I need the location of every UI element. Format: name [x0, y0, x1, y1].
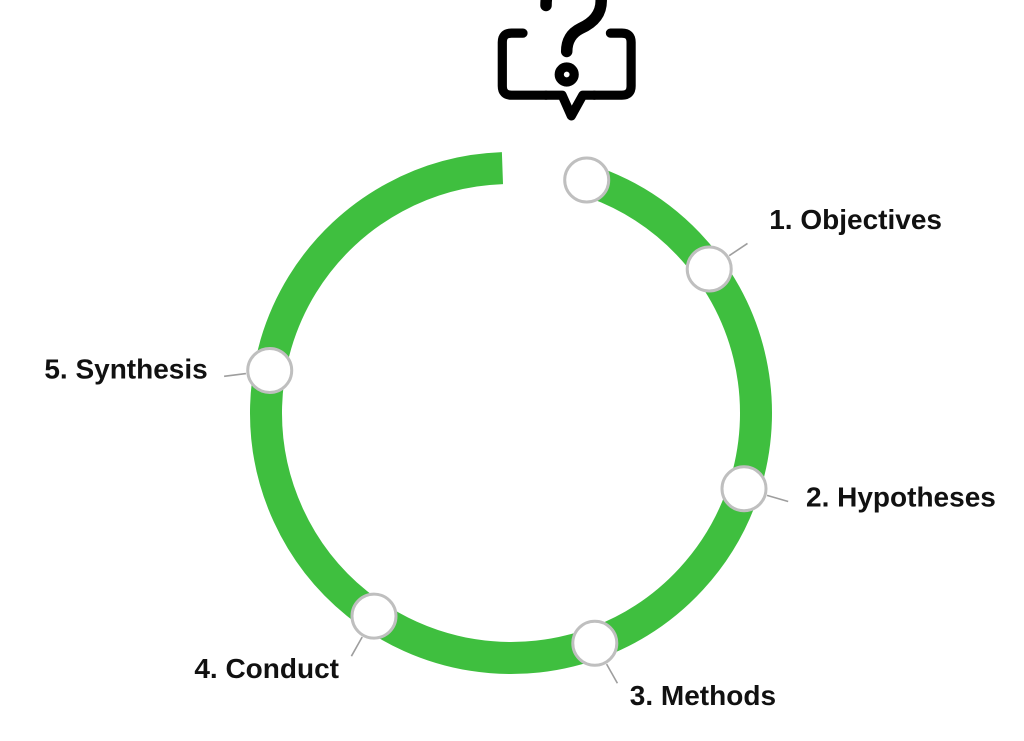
leader-line: [607, 664, 618, 683]
step-label-n2: 2. Hypotheses: [806, 482, 996, 513]
step-node-n4: [352, 594, 396, 638]
leader-line: [767, 495, 788, 501]
cycle-ring: [266, 168, 756, 658]
question-bubble-icon: [502, 0, 631, 116]
step-node-n0: [565, 158, 609, 202]
step-label-n4: 4. Conduct: [194, 653, 339, 684]
cycle-diagram: 1. Objectives 2. Hypotheses 3. Methods 4. C…: [0, 0, 1024, 741]
leader-line: [729, 243, 747, 255]
step-label-n1: 1. Objectives: [769, 204, 942, 235]
step-node-n2: [722, 467, 766, 511]
leader-line: [351, 637, 362, 656]
step-node-n1: [687, 247, 731, 291]
leader-line: [224, 374, 246, 377]
step-label-n3: 3. Methods: [630, 680, 776, 711]
step-label-n5: 5. Synthesis: [44, 353, 207, 384]
step-node-n3: [573, 621, 617, 665]
step-node-n5: [248, 348, 292, 392]
